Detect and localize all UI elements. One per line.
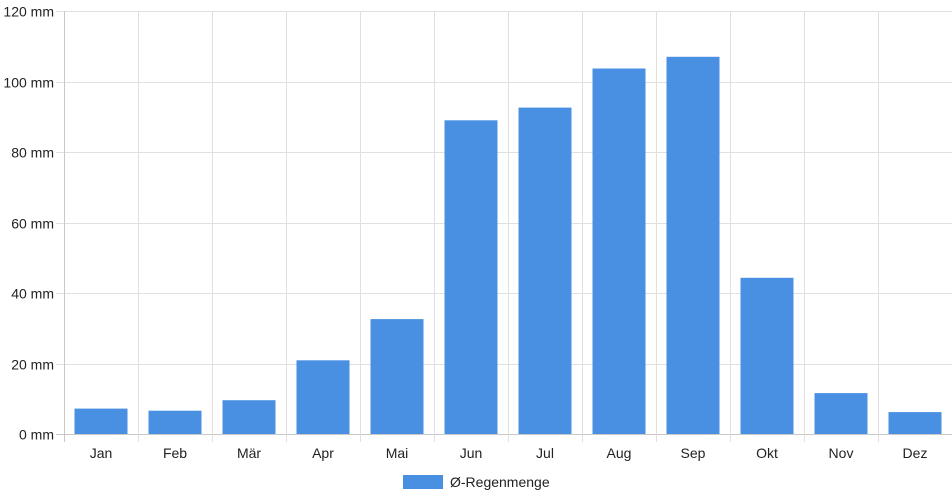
bar[interactable] bbox=[444, 120, 498, 435]
legend-swatch bbox=[403, 475, 443, 489]
legend[interactable]: Ø-Regenmenge bbox=[403, 474, 550, 490]
x-tick-label: Apr bbox=[312, 445, 334, 461]
y-tick-label: 80 mm bbox=[11, 145, 54, 161]
bars bbox=[74, 56, 942, 435]
x-tick-label: Nov bbox=[829, 445, 854, 461]
y-tick-label: 20 mm bbox=[11, 357, 54, 373]
x-axis-tick-labels: Jan Feb Mär Apr Mai Jun Jul Aug Sep Okt Nov Dez bbox=[90, 445, 928, 461]
y-tick-label: 100 mm bbox=[3, 75, 54, 91]
x-tick-label: Jun bbox=[460, 445, 483, 461]
bar[interactable] bbox=[592, 68, 646, 435]
x-tick-label: Aug bbox=[607, 445, 632, 461]
y-tick-label: 60 mm bbox=[11, 216, 54, 232]
grid-lines bbox=[56, 11, 952, 442]
bar[interactable] bbox=[666, 56, 720, 435]
x-tick-label: Mai bbox=[386, 445, 409, 461]
x-tick-label: Sep bbox=[681, 445, 706, 461]
x-tick-label: Dez bbox=[903, 445, 928, 461]
bar[interactable] bbox=[148, 410, 202, 434]
y-axis-tick-labels: 0 mm 20 mm 40 mm 60 mm 80 mm 100 mm 120 mm bbox=[3, 4, 54, 443]
x-tick-label: Feb bbox=[163, 445, 187, 461]
x-tick-label: Jul bbox=[536, 445, 554, 461]
bar[interactable] bbox=[740, 277, 794, 434]
y-tick-label: 40 mm bbox=[11, 286, 54, 302]
x-tick-label: Mär bbox=[237, 445, 261, 461]
legend-label: Ø-Regenmenge bbox=[450, 474, 550, 490]
x-tick-label: Jan bbox=[90, 445, 113, 461]
y-tick-label: 120 mm bbox=[3, 4, 54, 20]
x-tick-label: Okt bbox=[756, 445, 778, 461]
bar[interactable] bbox=[222, 400, 276, 434]
bar[interactable] bbox=[814, 393, 868, 434]
bar[interactable] bbox=[518, 107, 572, 434]
y-tick-label: 0 mm bbox=[19, 427, 54, 443]
bar[interactable] bbox=[296, 360, 350, 434]
bar[interactable] bbox=[74, 408, 128, 434]
bar[interactable] bbox=[888, 412, 942, 434]
bar[interactable] bbox=[370, 319, 424, 434]
